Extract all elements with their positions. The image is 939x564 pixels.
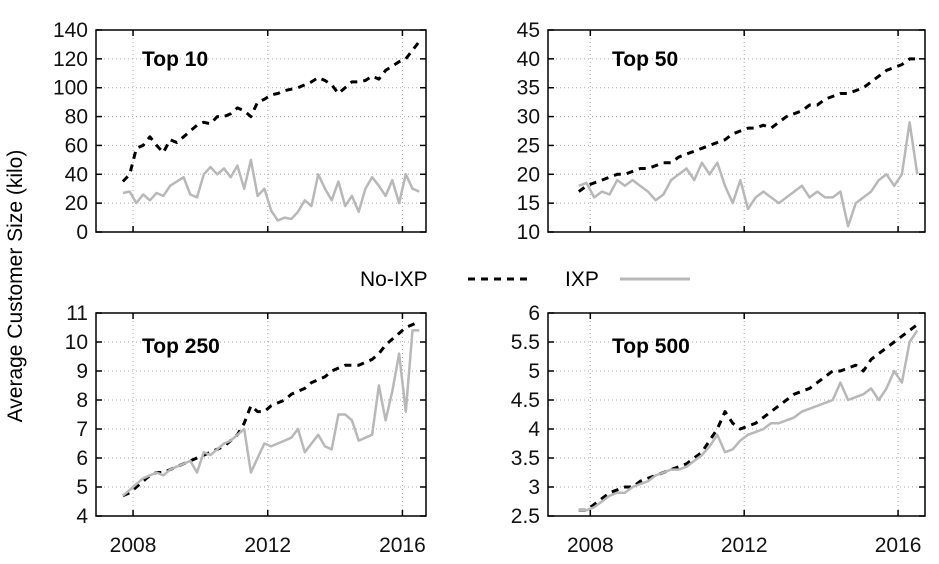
y-tick-label: 15	[517, 192, 540, 215]
y-tick-label: 3.5	[511, 447, 540, 470]
y-tick-label: 140	[53, 19, 88, 42]
series-line-ixp	[578, 121, 919, 228]
series-line-no-ixp	[121, 40, 421, 183]
x-tick-label: 2008	[567, 534, 614, 557]
y-tick-label: 2.5	[511, 505, 540, 528]
series-line-no-ixp	[577, 57, 918, 193]
y-tick-label: 3	[528, 476, 540, 499]
panel-top-250: 4 5 6 7 8 9 10 11 2008 2012 2016 Top 250	[65, 302, 427, 557]
y-tick-label: 40	[517, 48, 540, 71]
y-tick-label: 4	[528, 418, 540, 441]
y-tick-label: 20	[517, 163, 540, 186]
y-tick-label: 20	[65, 192, 88, 215]
y-tick-label: 5	[76, 476, 88, 499]
x-tick-label: 2016	[379, 534, 426, 557]
legend: No-IXP IXP	[360, 268, 690, 291]
y-tick-label: 100	[53, 77, 88, 100]
y-tick-label: 11	[66, 302, 88, 325]
y-tick-label: 45	[517, 19, 540, 42]
panel-top-50: 10 15 20 25 30 35 40 45 Top 50	[517, 19, 926, 244]
x-tick-label: 2012	[721, 534, 768, 557]
y-tick-label: 5.5	[511, 331, 540, 354]
y-tick-label: 40	[65, 163, 88, 186]
y-tick-label: 4	[76, 505, 88, 528]
y-tick-label: 5	[528, 360, 540, 383]
legend-label-ixp: IXP	[565, 268, 599, 291]
y-tick-label: 10	[65, 331, 88, 354]
y-tick-label: 6	[528, 302, 540, 325]
y-tick-label: 8	[76, 389, 88, 412]
panel-top-500: 2.5 3 3.5 4 4.5 5 5.5 6 2008 2012 2016 Top 500	[511, 302, 926, 557]
panel-top-10: 0 20 40 60 80 100 120 140 Top 10	[53, 19, 427, 244]
x-tick-label: 2012	[244, 534, 291, 557]
panel-title: Top 50	[612, 48, 678, 71]
y-tick-label: 35	[517, 77, 540, 100]
panel-title: Top 10	[142, 48, 208, 71]
panel-title: Top 250	[142, 335, 220, 358]
series-line-ixp	[122, 158, 420, 222]
y-tick-label: 9	[76, 360, 88, 383]
y-tick-label: 7	[76, 418, 88, 441]
y-tick-label: 10	[517, 221, 540, 244]
y-tick-label: 0	[76, 221, 88, 244]
y-tick-label: 6	[76, 447, 88, 470]
plot-frame	[547, 29, 926, 233]
plot-frame	[547, 312, 926, 517]
y-tick-label: 30	[517, 106, 540, 129]
y-tick-label: 25	[517, 134, 540, 157]
y-tick-label: 120	[53, 48, 88, 71]
series-line-ixp	[122, 329, 420, 497]
y-tick-label: 60	[65, 134, 88, 157]
legend-label-no-ixp: No-IXP	[360, 268, 428, 291]
x-tick-label: 2016	[875, 534, 922, 557]
plot-frame	[95, 312, 427, 517]
y-axis-label: Average Customer Size (kilo)	[4, 150, 27, 423]
y-tick-label: 4.5	[511, 389, 540, 412]
plot-frame	[95, 29, 427, 233]
panel-title: Top 500	[612, 335, 690, 358]
y-tick-label: 80	[65, 106, 88, 129]
series-line-ixp	[578, 329, 919, 512]
x-tick-label: 2008	[110, 534, 157, 557]
